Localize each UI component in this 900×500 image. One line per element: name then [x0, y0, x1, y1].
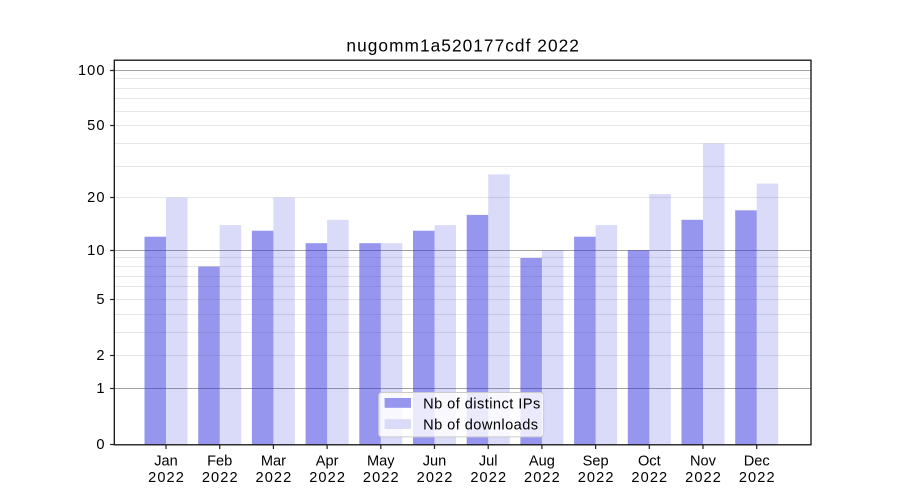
- svg-text:2022: 2022: [685, 470, 722, 486]
- svg-text:Aug: Aug: [529, 453, 555, 469]
- svg-text:2022: 2022: [309, 470, 346, 486]
- svg-text:Sep: Sep: [583, 453, 609, 469]
- svg-text:10: 10: [87, 243, 105, 259]
- svg-text:Nov: Nov: [690, 453, 717, 469]
- svg-text:Nb of distinct IPs: Nb of distinct IPs: [423, 397, 541, 413]
- svg-text:20: 20: [87, 190, 105, 206]
- svg-text:Jun: Jun: [423, 453, 447, 469]
- svg-text:2022: 2022: [524, 470, 561, 486]
- svg-text:Apr: Apr: [316, 453, 339, 469]
- svg-text:Feb: Feb: [207, 453, 232, 469]
- svg-text:nugomm1a520177cdf 2022: nugomm1a520177cdf 2022: [346, 36, 580, 56]
- svg-text:2022: 2022: [363, 470, 400, 486]
- svg-text:50: 50: [87, 118, 105, 134]
- svg-text:2022: 2022: [739, 470, 776, 486]
- svg-text:2022: 2022: [202, 470, 239, 486]
- svg-text:2: 2: [96, 348, 105, 364]
- svg-text:2022: 2022: [256, 470, 293, 486]
- svg-text:Jan: Jan: [154, 453, 178, 469]
- svg-text:Dec: Dec: [744, 453, 770, 469]
- svg-text:Jul: Jul: [479, 453, 498, 469]
- svg-text:2022: 2022: [417, 470, 454, 486]
- svg-text:2022: 2022: [578, 470, 615, 486]
- svg-text:Nb of downloads: Nb of downloads: [423, 417, 538, 433]
- svg-text:Oct: Oct: [638, 453, 661, 469]
- svg-text:1: 1: [96, 381, 105, 397]
- svg-text:2022: 2022: [148, 470, 185, 486]
- svg-text:0: 0: [96, 437, 105, 453]
- svg-text:Mar: Mar: [261, 453, 286, 469]
- svg-text:May: May: [367, 453, 395, 469]
- svg-text:100: 100: [78, 63, 106, 79]
- svg-text:2022: 2022: [470, 470, 507, 486]
- svg-text:2022: 2022: [631, 470, 668, 486]
- svg-text:5: 5: [96, 292, 105, 308]
